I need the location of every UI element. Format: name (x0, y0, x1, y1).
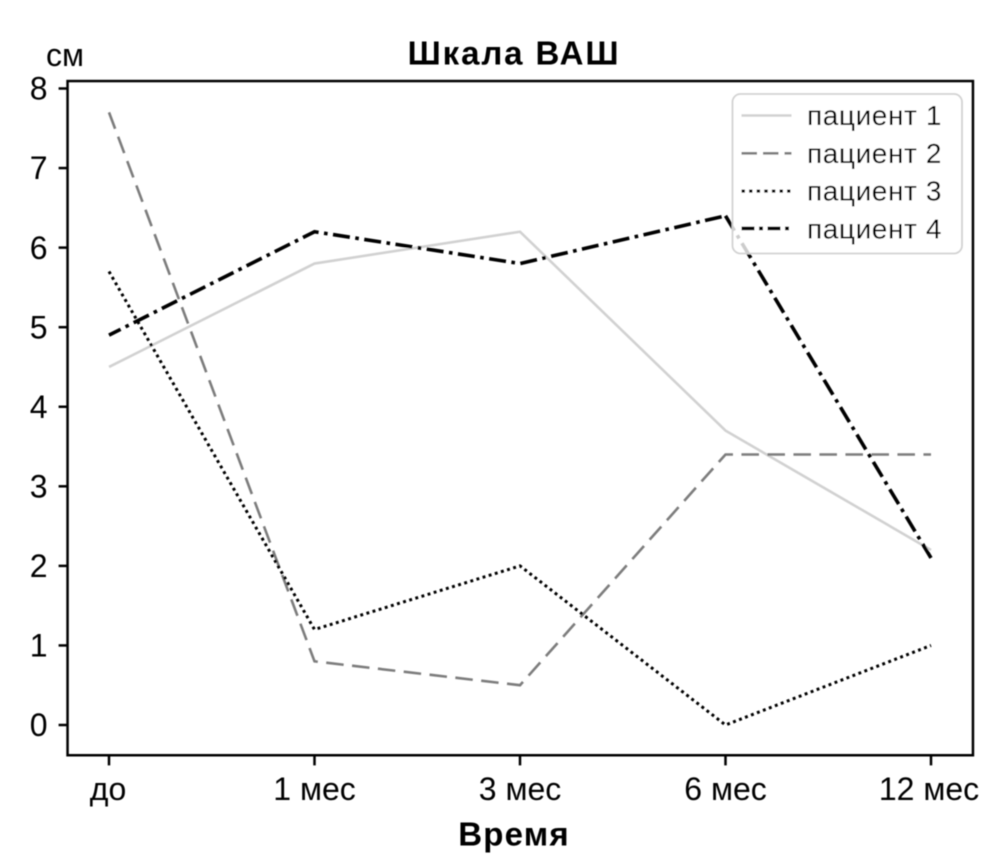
svg-text:5: 5 (30, 309, 48, 345)
svg-text:1: 1 (30, 628, 48, 664)
svg-text:3 мес: 3 мес (479, 771, 561, 807)
svg-text:6: 6 (30, 230, 48, 266)
svg-text:12 мес: 12 мес (879, 771, 979, 807)
svg-text:Время: Время (458, 815, 570, 852)
svg-text:пациент 1: пациент 1 (807, 100, 942, 131)
svg-text:см: см (46, 37, 84, 73)
svg-text:6 мес: 6 мес (684, 771, 766, 807)
svg-text:8: 8 (30, 71, 48, 107)
svg-text:пациент 2: пациент 2 (807, 138, 942, 169)
svg-text:2: 2 (30, 548, 48, 584)
svg-text:4: 4 (30, 389, 48, 425)
svg-text:1 мес: 1 мес (273, 771, 355, 807)
svg-text:до: до (90, 771, 126, 807)
svg-text:7: 7 (30, 150, 48, 186)
svg-text:Шкала ВАШ: Шкала ВАШ (408, 35, 621, 72)
svg-text:0: 0 (30, 707, 48, 743)
svg-text:3: 3 (30, 468, 48, 504)
svg-text:пациент 3: пациент 3 (807, 176, 942, 207)
svg-text:пациент 4: пациент 4 (807, 213, 942, 244)
